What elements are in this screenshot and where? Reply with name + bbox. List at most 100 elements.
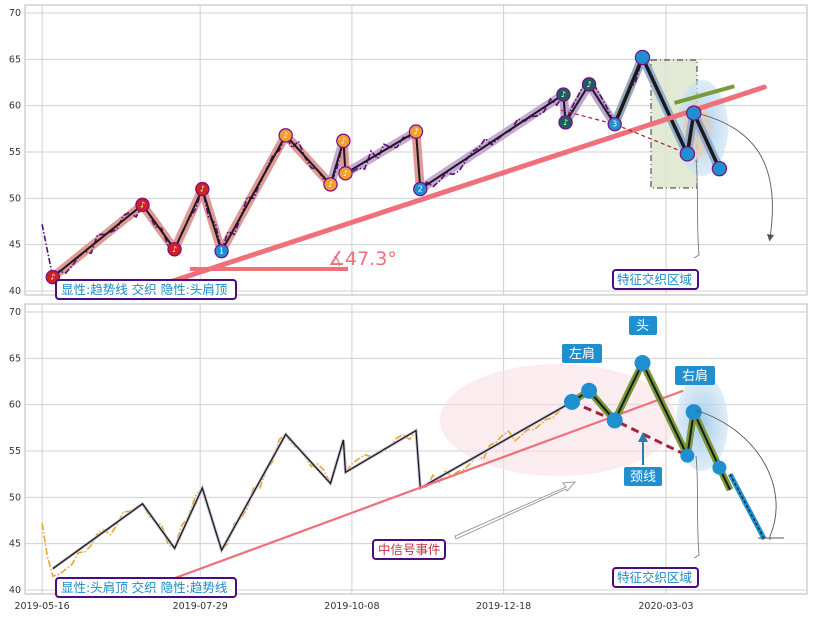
trend-line-top [140,84,767,294]
hs-marker [685,404,702,421]
zone-label-top: 特征交织区域 [617,272,692,287]
annotation-text-bottom: 显性:头肩顶 交织 隐性:趋势线 [61,580,228,595]
callout-right-shoulder-box [675,366,715,385]
event-label-box [372,539,446,560]
pivot-marker [680,147,694,161]
pivot-marker [324,178,337,191]
pivot-marker [196,183,209,196]
pivot-marker-label: ♪ [563,118,568,127]
xtick-label: 2019-12-18 [476,601,531,612]
callout-head: 头 [636,319,649,334]
bottom-y-axis: 40 45 50 55 60 65 70 [9,307,21,596]
pivot-marker-label: ♪ [140,200,145,209]
pivot-marker [559,116,572,129]
top-panel: 40 45 50 55 60 65 70 ♪ ♪ ♪ ♪ 1 ♪ ♪ ♪ ♪ ♪ 2 ♪ ♪ ♪ 3 ∡47.3° 显性… [9,4,808,300]
event-arrow [454,481,576,540]
pivot-marker [279,129,292,142]
projection-line-dash [729,473,765,540]
pivot-marker-label: ♪ [587,80,592,89]
pivot-marker-label: ♪ [50,273,55,282]
pivot-marker-label: 2 [418,185,423,194]
end-bracket [758,536,784,540]
pivot-marker-label: ♪ [283,131,288,140]
callout-left-shoulder-box [562,344,602,363]
price-line [52,401,573,570]
neckline-pointer-head [638,432,648,442]
top-series: ♪ ♪ ♪ ♪ 1 ♪ ♪ ♪ ♪ ♪ 2 ♪ ♪ ♪ 3 [41,49,767,294]
curved-arrow-top [699,113,775,242]
callout-left-shoulder: 左肩 [569,346,595,362]
angle-label: ∡47.3° [328,248,397,270]
top-ytick-label: 50 [9,193,21,204]
event-label: 中信号事件 [378,542,441,557]
bottom-ytick-label: 40 [9,585,21,596]
zone-label-box-top [612,269,699,290]
trend-line-bottom [142,389,684,592]
pivot-marker-label: ♪ [341,136,346,145]
top-y-axis: 40 45 50 55 60 65 70 [9,8,21,297]
pivot-marker [168,243,181,256]
callout-neckline: 颈线 [630,470,656,485]
x-axis: 2019-05-16 2019-07-29 2019-10-08 2019-12-18… [14,601,693,612]
pivot-marker [410,125,422,138]
bottom-ytick-label: 70 [9,307,21,318]
bottom-series [41,354,767,592]
callout-neckline-box [624,467,662,486]
bottom-ytick-label: 65 [9,353,21,364]
top-ytick-label: 40 [9,286,21,297]
curved-arrow-bottom [694,409,777,537]
bottom-ytick-label: 60 [9,400,21,411]
zone-label-bottom: 特征交织区域 [617,570,692,585]
callout-head-box [629,316,657,335]
pivot-marker [608,118,621,131]
annotation-box-bottom [55,577,237,598]
top-ytick-label: 65 [9,54,21,65]
pivot-marker-label: ♪ [172,245,177,254]
pivot-marker-label: 3 [612,120,617,129]
pivot-marker [414,183,427,196]
hs-marker [563,393,580,410]
pivot-marker [635,50,649,64]
pivot-marker [46,271,59,284]
pivot-marker [136,198,149,211]
pivot-marker [583,78,596,91]
xtick-label: 2019-10-08 [324,601,379,612]
hs-marker [606,412,623,429]
zone-label-box-bottom [612,567,699,588]
pivot-marker-label: ♪ [200,185,205,194]
tail-squiggle-top [693,159,700,259]
pivot-marker [557,88,570,101]
pivot-marker-label: 1 [219,247,224,256]
pivot-marker-label: ♪ [413,127,418,136]
pivot-marker [687,106,701,120]
hs-marker [581,382,598,399]
pivot-marker [339,167,352,180]
xtick-label: 2019-05-16 [14,601,69,612]
pivot-marker-label: ♪ [343,169,348,178]
xtick-label: 2020-03-03 [638,601,693,612]
annotation-text-top: 显性:趋势线 交织 隐性:头肩顶 [61,282,228,297]
bottom-ytick-label: 55 [9,446,21,457]
pivot-marker [337,134,350,147]
tail-squiggle-bottom [693,455,700,559]
hs-marker [634,354,651,371]
top-ytick-label: 45 [9,240,21,251]
bottom-ytick-label: 50 [9,492,21,503]
xtick-label: 2019-07-29 [173,601,228,612]
pink-ellipse [440,364,676,476]
top-ytick-label: 55 [9,147,21,158]
olive-extension [673,84,735,105]
callout-right-shoulder: 右肩 [682,368,708,384]
bottom-ytick-label: 45 [9,539,21,550]
hs-marker [680,448,695,463]
pivot-marker-label: ♪ [328,180,333,189]
pivot-marker [712,162,726,176]
annotation-box-top [55,279,237,300]
top-ytick-label: 60 [9,101,21,112]
pivot-marker [215,245,228,258]
top-ytick-label: 70 [9,8,21,19]
hs-marker [712,460,727,475]
pivot-marker-label: ♪ [561,90,566,99]
